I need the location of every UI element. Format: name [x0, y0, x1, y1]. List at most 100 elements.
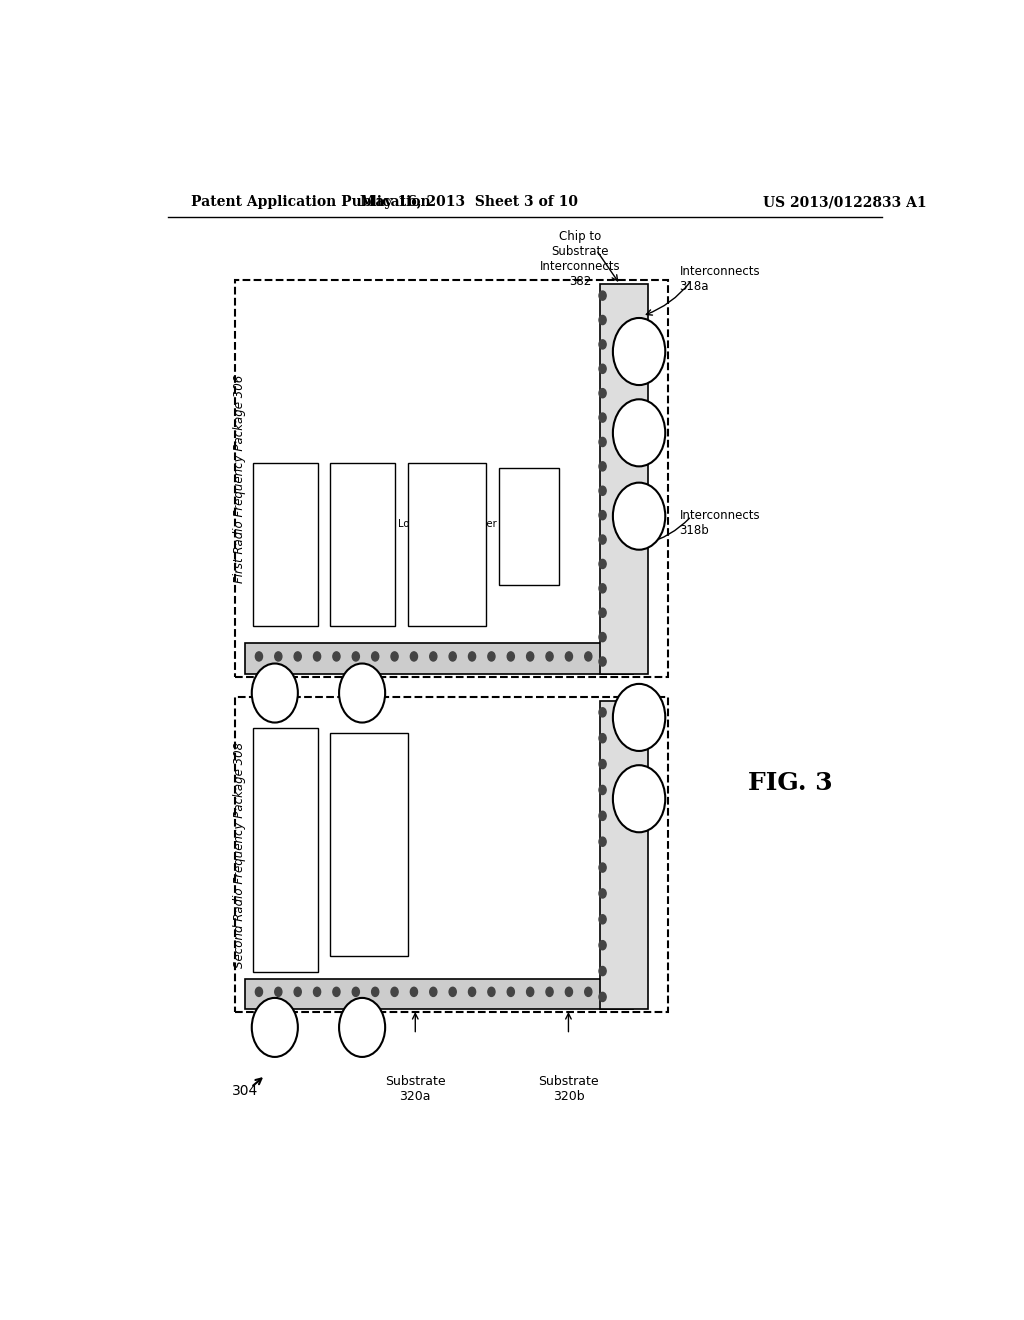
Circle shape [599, 657, 606, 667]
Circle shape [599, 535, 606, 544]
Text: 304: 304 [232, 1085, 259, 1098]
Circle shape [372, 987, 379, 997]
Circle shape [585, 652, 592, 661]
Circle shape [599, 511, 606, 520]
Circle shape [599, 339, 606, 348]
Text: May 16, 2013  Sheet 3 of 10: May 16, 2013 Sheet 3 of 10 [360, 195, 579, 209]
Circle shape [599, 966, 606, 975]
Circle shape [411, 987, 418, 997]
Circle shape [487, 987, 495, 997]
Circle shape [274, 652, 282, 661]
Circle shape [599, 993, 606, 1002]
Circle shape [252, 664, 298, 722]
Bar [409, 463, 486, 626]
Circle shape [599, 708, 606, 717]
Circle shape [613, 483, 666, 549]
Circle shape [333, 652, 340, 661]
Circle shape [526, 987, 534, 997]
Circle shape [546, 652, 553, 661]
Circle shape [352, 652, 359, 661]
Bar [331, 463, 395, 626]
Circle shape [507, 987, 514, 997]
Circle shape [599, 609, 606, 618]
Circle shape [565, 987, 572, 997]
Text: Duplexer: Duplexer [338, 532, 388, 541]
Bar [253, 727, 318, 972]
Circle shape [546, 987, 553, 997]
Circle shape [294, 652, 301, 661]
Circle shape [613, 399, 666, 466]
Text: FIG. 3: FIG. 3 [749, 771, 833, 796]
Circle shape [599, 437, 606, 446]
Bar [331, 733, 409, 956]
Circle shape [599, 812, 606, 821]
Circle shape [599, 888, 606, 898]
Bar [236, 697, 668, 1012]
Text: Low Noise Amplifier: Low Noise Amplifier [397, 519, 497, 529]
Text: 316: 316 [518, 536, 540, 545]
Circle shape [599, 863, 606, 873]
Circle shape [352, 987, 359, 997]
Text: Patent Application Publication: Patent Application Publication [191, 195, 431, 209]
Text: Interconnects
318b: Interconnects 318b [680, 510, 760, 537]
Circle shape [274, 987, 282, 997]
Circle shape [599, 734, 606, 743]
Circle shape [599, 364, 606, 374]
Circle shape [599, 632, 606, 642]
Text: Chip to
Substrate
Interconnects
382: Chip to Substrate Interconnects 382 [540, 230, 621, 288]
Circle shape [599, 785, 606, 795]
Text: Second Radio Frequency Package 308: Second Radio Frequency Package 308 [232, 742, 246, 968]
Circle shape [411, 652, 418, 661]
Circle shape [613, 318, 666, 385]
Circle shape [294, 987, 301, 997]
Circle shape [468, 652, 475, 661]
Text: Substrate
320a: Substrate 320a [385, 1076, 445, 1104]
Circle shape [599, 837, 606, 846]
Text: (LNA): (LNA) [433, 537, 461, 548]
Bar [600, 701, 648, 1008]
Circle shape [391, 652, 398, 661]
Text: 310: 310 [275, 553, 296, 562]
Bar [246, 978, 633, 1008]
Circle shape [255, 652, 262, 661]
Text: Switch: Switch [510, 515, 547, 524]
Bar [500, 469, 559, 585]
Circle shape [339, 998, 385, 1057]
Circle shape [599, 560, 606, 569]
Circle shape [599, 315, 606, 325]
Bar [246, 643, 633, 673]
Circle shape [391, 987, 398, 997]
Circle shape [599, 388, 606, 397]
Text: US 2013/0122833 A1: US 2013/0122833 A1 [763, 195, 927, 209]
Circle shape [599, 941, 606, 950]
Text: Power Amplifier 324: Power Amplifier 324 [365, 789, 374, 895]
Text: 312: 312 [352, 553, 374, 562]
Circle shape [599, 915, 606, 924]
Circle shape [313, 652, 321, 661]
Circle shape [430, 987, 437, 997]
Circle shape [613, 766, 666, 833]
Text: Interconnects
318a: Interconnects 318a [680, 265, 760, 293]
Circle shape [450, 987, 457, 997]
Circle shape [599, 583, 606, 593]
Text: First Radio Frequency Package 306: First Radio Frequency Package 306 [232, 375, 246, 582]
Circle shape [450, 652, 457, 661]
Circle shape [339, 664, 385, 722]
Text: 314: 314 [437, 556, 457, 566]
Circle shape [507, 652, 514, 661]
Text: Substrate
320b: Substrate 320b [539, 1076, 599, 1104]
Circle shape [565, 652, 572, 661]
Text: Filter: Filter [272, 532, 300, 541]
Circle shape [333, 987, 340, 997]
Bar [600, 284, 648, 673]
Circle shape [487, 652, 495, 661]
Circle shape [526, 652, 534, 661]
Circle shape [255, 987, 262, 997]
Circle shape [252, 998, 298, 1057]
Circle shape [599, 486, 606, 495]
Circle shape [599, 290, 606, 300]
Circle shape [430, 652, 437, 661]
Text: Antenna Switch 322: Antenna Switch 322 [281, 795, 291, 900]
Circle shape [313, 987, 321, 997]
Bar [236, 280, 668, 677]
